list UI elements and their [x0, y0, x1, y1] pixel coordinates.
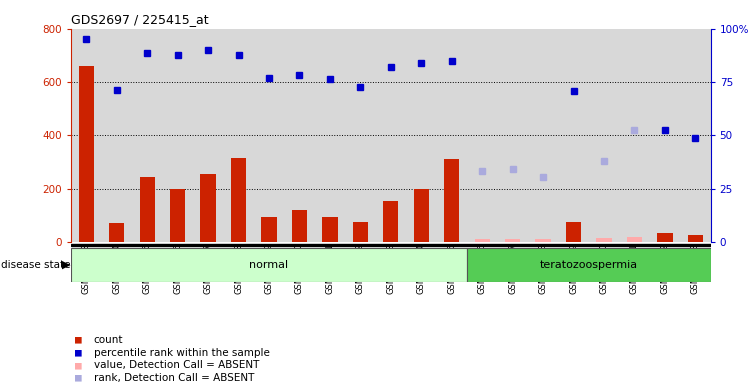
Bar: [444, 159, 459, 242]
Text: normal: normal: [249, 260, 289, 270]
Bar: [406, 29, 437, 242]
Text: ■: ■: [75, 373, 82, 383]
Bar: [687, 235, 703, 242]
Bar: [231, 158, 246, 242]
Bar: [437, 29, 467, 242]
Bar: [224, 29, 254, 242]
Bar: [566, 222, 581, 242]
Bar: [414, 189, 429, 242]
Text: value, Detection Call = ABSENT: value, Detection Call = ABSENT: [94, 360, 259, 370]
Bar: [254, 29, 284, 242]
Bar: [71, 29, 102, 242]
Bar: [345, 29, 375, 242]
Bar: [200, 174, 215, 242]
Bar: [261, 217, 277, 242]
Bar: [375, 29, 406, 242]
Bar: [596, 238, 612, 242]
Bar: [558, 29, 589, 242]
Text: percentile rank within the sample: percentile rank within the sample: [94, 348, 269, 358]
Bar: [467, 29, 497, 242]
Bar: [627, 237, 642, 242]
Bar: [536, 239, 551, 242]
Text: ■: ■: [75, 360, 82, 370]
Text: ▶: ▶: [62, 260, 70, 270]
Text: rank, Detection Call = ABSENT: rank, Detection Call = ABSENT: [94, 373, 254, 383]
Text: count: count: [94, 335, 123, 345]
Bar: [322, 217, 337, 242]
Text: teratozoospermia: teratozoospermia: [540, 260, 638, 270]
Bar: [353, 222, 368, 242]
Bar: [109, 223, 124, 242]
Text: disease state: disease state: [1, 260, 70, 270]
Bar: [170, 189, 186, 242]
Bar: [467, 248, 711, 282]
Bar: [71, 245, 711, 246]
Bar: [71, 248, 467, 282]
Bar: [680, 29, 711, 242]
Bar: [474, 239, 490, 242]
Bar: [315, 29, 345, 242]
Bar: [589, 29, 619, 242]
Bar: [193, 29, 224, 242]
Bar: [657, 233, 672, 242]
Bar: [505, 239, 521, 242]
Bar: [140, 177, 155, 242]
Text: ■: ■: [75, 348, 82, 358]
Bar: [162, 29, 193, 242]
Bar: [284, 29, 315, 242]
Text: GDS2697 / 225415_at: GDS2697 / 225415_at: [71, 13, 209, 26]
Bar: [292, 210, 307, 242]
Bar: [497, 29, 528, 242]
Bar: [102, 29, 132, 242]
Bar: [650, 29, 680, 242]
Text: ■: ■: [75, 335, 82, 345]
Bar: [79, 66, 94, 242]
Bar: [132, 29, 162, 242]
Bar: [619, 29, 650, 242]
Bar: [528, 29, 558, 242]
Bar: [383, 200, 399, 242]
